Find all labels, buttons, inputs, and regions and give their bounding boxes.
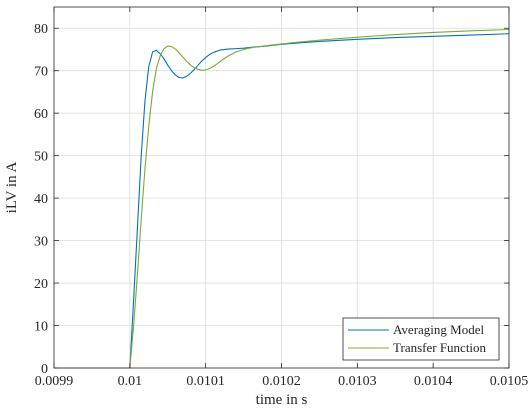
y-tick-label: 70 <box>34 65 48 80</box>
legend-label: Averaging Model <box>393 322 484 337</box>
y-tick-label: 60 <box>34 107 48 122</box>
x-tick-label: 0.0102 <box>262 374 301 389</box>
series-line-transfer-function <box>54 28 510 369</box>
x-tick-label: 0.01 <box>118 374 143 389</box>
x-tick-label: 0.0103 <box>338 374 377 389</box>
legend: Averaging Model Transfer Function <box>342 317 500 361</box>
y-tick-label: 30 <box>34 235 48 250</box>
y-tick-label: 80 <box>34 22 48 37</box>
y-tick-labels: 0 10 20 30 40 50 60 70 80 <box>34 22 48 377</box>
y-tick-label: 0 <box>41 362 48 377</box>
x-tick-labels: 0.0099 0.01 0.0101 0.0102 0.0103 0.0104 0.0105 <box>35 374 529 389</box>
legend-label: Transfer Function <box>393 340 487 355</box>
y-axis-label: iLV in A <box>4 161 20 213</box>
series-line-averaging-model <box>54 33 510 369</box>
y-tick-label: 40 <box>34 192 48 207</box>
series-lines <box>54 28 510 369</box>
y-tick-label: 50 <box>34 150 48 165</box>
x-tick-label: 0.0105 <box>490 374 529 389</box>
y-tick-label: 20 <box>34 277 48 292</box>
y-tick-label: 10 <box>34 320 48 335</box>
x-tick-label: 0.0099 <box>35 374 74 389</box>
legend-box <box>342 317 500 361</box>
x-tick-label: 0.0101 <box>186 374 225 389</box>
x-tick-label: 0.0104 <box>414 374 453 389</box>
axis-ticks <box>53 7 510 369</box>
x-axis-label: time in s <box>256 392 308 408</box>
